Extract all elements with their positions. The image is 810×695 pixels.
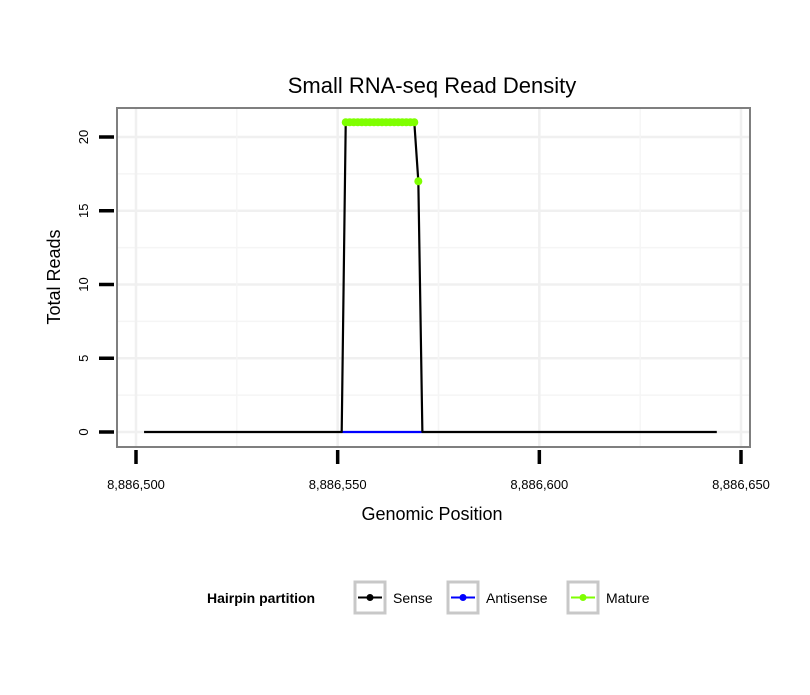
data-point-mature <box>410 118 419 127</box>
chart-title: Small RNA-seq Read Density <box>288 73 577 98</box>
y-tick-label: 5 <box>76 355 91 362</box>
legend-entry-mature: Mature <box>566 580 650 615</box>
legend-point-antisense <box>459 594 467 601</box>
x-tick-label: 8,886,650 <box>712 477 770 492</box>
series-layer <box>144 118 717 434</box>
x-axis-title: Genomic Position <box>361 504 502 524</box>
legend-entry-sense: Sense <box>353 580 433 615</box>
y-axis-title: Total Reads <box>44 229 64 324</box>
x-tick-label: 8,886,500 <box>107 477 165 492</box>
legend-label-sense: Sense <box>393 590 433 606</box>
series-mature <box>341 118 423 186</box>
legend: Hairpin partition Sense Antisense Mature <box>207 580 650 615</box>
legend-entry-antisense: Antisense <box>446 580 548 615</box>
x-axis: 8,886,500 8,886,550 8,886,600 8,886,650 <box>107 450 770 492</box>
data-point-mature <box>414 177 423 186</box>
plot-panel <box>117 108 750 447</box>
x-tick-label: 8,886,600 <box>510 477 568 492</box>
grid <box>117 108 750 447</box>
legend-label-antisense: Antisense <box>486 590 548 606</box>
legend-point-mature <box>579 594 587 601</box>
y-tick-label: 20 <box>76 130 91 144</box>
legend-title: Hairpin partition <box>207 590 315 606</box>
legend-label-mature: Mature <box>606 590 650 606</box>
legend-point-sense <box>366 594 374 601</box>
panel-border <box>116 107 751 448</box>
x-tick-label: 8,886,550 <box>309 477 367 492</box>
y-tick-label: 10 <box>76 277 91 291</box>
y-axis: 0 5 10 15 20 <box>76 130 114 436</box>
y-tick-label: 0 <box>76 428 91 435</box>
legend-entries: Sense Antisense Mature <box>353 580 650 615</box>
y-tick-label: 15 <box>76 204 91 218</box>
